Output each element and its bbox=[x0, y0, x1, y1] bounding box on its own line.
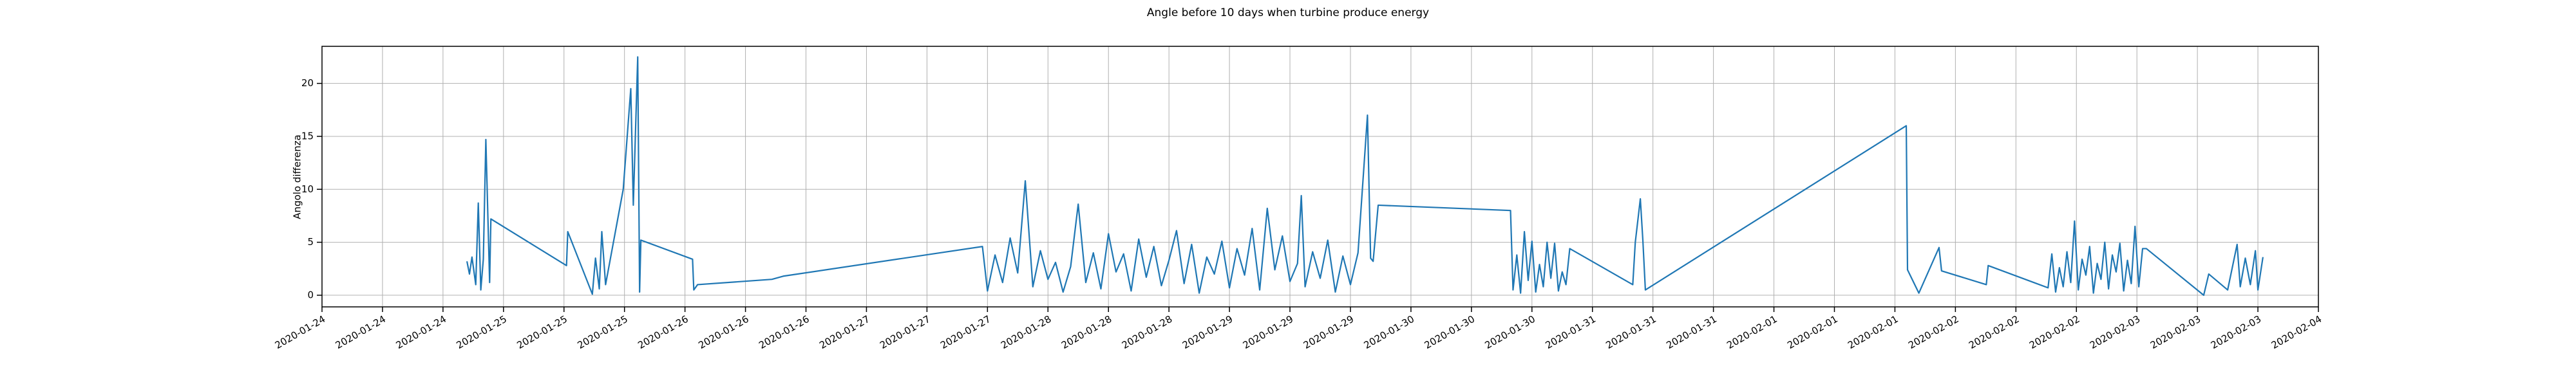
y-tick-label: 0 bbox=[307, 289, 314, 300]
y-axis-label: Angolo differenza bbox=[292, 134, 303, 219]
y-tick-label: 15 bbox=[301, 130, 314, 142]
y-tick-label: 5 bbox=[307, 236, 314, 248]
data-line bbox=[466, 56, 2264, 296]
y-tick-label: 10 bbox=[301, 183, 314, 195]
chart-title: Angle before 10 days when turbine produc… bbox=[1147, 6, 1429, 19]
y-tick-label: 20 bbox=[301, 77, 314, 89]
plot-frame bbox=[321, 46, 2319, 308]
